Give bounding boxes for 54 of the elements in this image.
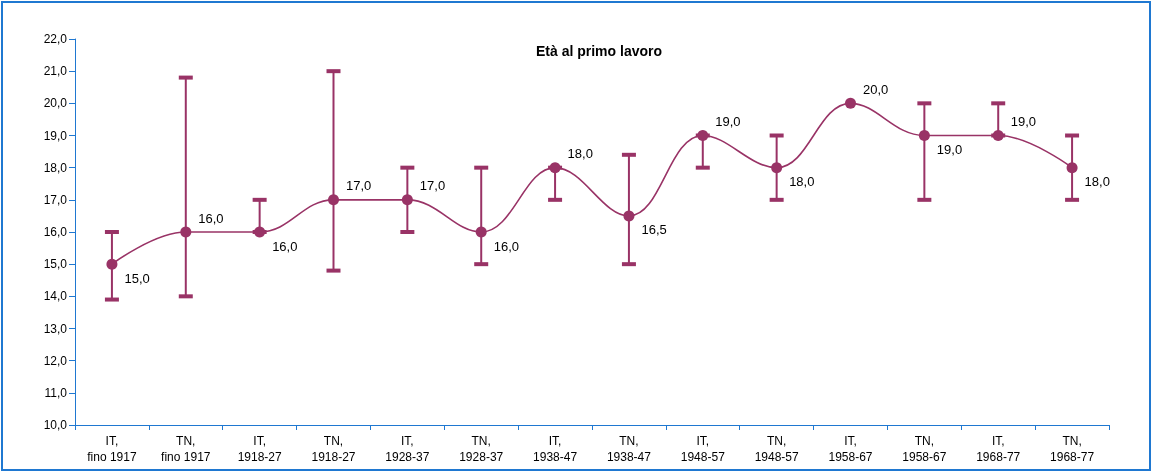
x-tick-label: IT, 1968-77 (976, 434, 1021, 464)
y-tick-label: 11,0 (44, 385, 68, 400)
data-label: 19,0 (1010, 114, 1037, 129)
data-label: 15,0 (124, 270, 150, 286)
point (401, 194, 413, 206)
point (475, 226, 487, 238)
data-label: 19,0 (715, 114, 741, 129)
data-label: 18,0 (567, 146, 593, 162)
data-label: 19,0 (936, 142, 963, 157)
data-label: 17,0 (419, 178, 446, 194)
data-label: 17,0 (346, 178, 372, 194)
data-label: 16,0 (272, 238, 298, 254)
x-tick-label: IT, 1948-57 (680, 434, 726, 464)
data-label: 16,0 (493, 238, 520, 254)
y-tick-label: 14,0 (43, 289, 68, 304)
point (623, 210, 635, 222)
point (328, 194, 339, 206)
chart-title: Età al primo lavoro (535, 43, 663, 59)
y-tick-label: 22,0 (43, 32, 68, 46)
point (845, 97, 856, 109)
point (771, 162, 783, 174)
y-tick-label: 19,0 (43, 128, 68, 143)
y-tick-label: 12,0 (43, 353, 68, 368)
x-tick-label: TN, 1918-27 (311, 434, 356, 464)
point (106, 258, 118, 270)
point (1066, 162, 1078, 174)
x-tick-label: TN, 1948-57 (754, 434, 799, 464)
x-tick-label: TN, 1968-77 (1050, 434, 1095, 464)
y-tick-label: 10,0 (43, 418, 68, 432)
point (918, 130, 930, 141)
x-tick-label: IT, 1958-67 (828, 434, 873, 464)
x-tick-label: TN, 1938-47 (606, 434, 652, 464)
data-label: 18,0 (789, 174, 815, 190)
y-tick-label: 13,0 (43, 321, 68, 336)
x-tick-label: TN, fino 1917 (161, 434, 211, 464)
point (180, 226, 192, 238)
y-tick-label: 20,0 (43, 96, 68, 111)
y-tick-label: 21,0 (43, 64, 68, 79)
x-tick-label: IT, fino 1917 (87, 434, 137, 464)
x-tick-label: IT, 1918-27 (237, 434, 282, 464)
y-tick-label: 16,0 (43, 225, 68, 239)
point (254, 226, 266, 238)
data-label: 16,0 (198, 210, 224, 226)
y-tick-label: 17,0 (43, 192, 68, 207)
x-tick-label: IT, 1938-47 (533, 434, 578, 464)
x-tick-label: TN, 1958-67 (902, 434, 947, 464)
point (549, 162, 561, 174)
data-label: 20,0 (863, 81, 889, 97)
y-tick-label: 15,0 (43, 257, 68, 272)
data-label: 18,0 (1084, 174, 1110, 190)
x-tick-label: TN, 1928-37 (459, 434, 504, 464)
y-tick-label: 18,0 (43, 160, 68, 175)
data-label: 16,5 (641, 222, 667, 238)
x-tick-label: IT, 1928-37 (385, 434, 430, 464)
